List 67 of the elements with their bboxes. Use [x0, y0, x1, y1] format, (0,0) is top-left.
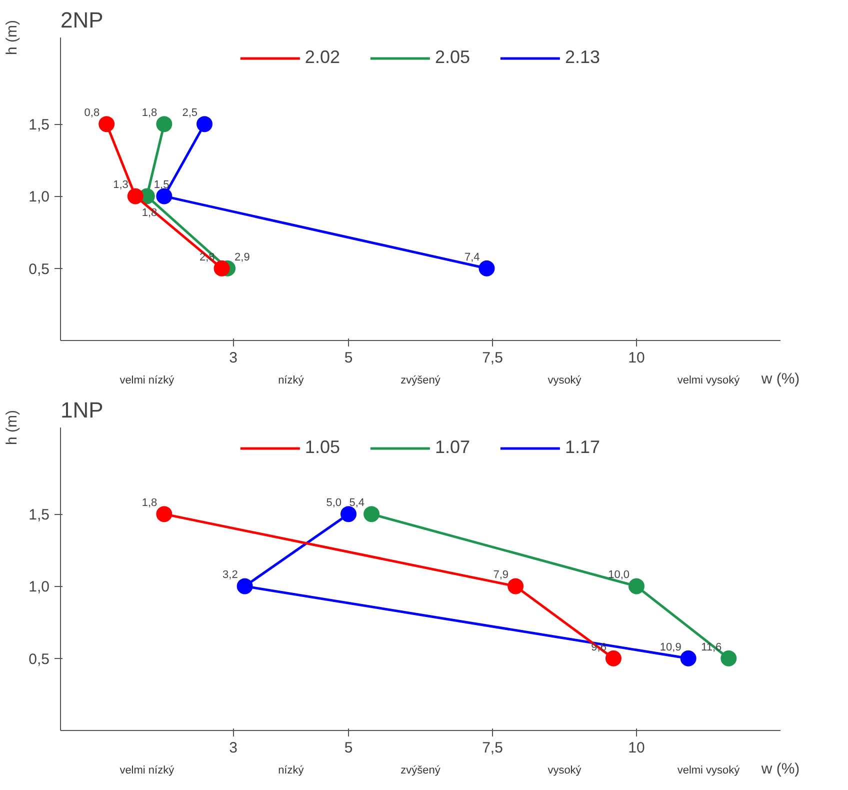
x-tick-label: 10 — [628, 350, 645, 366]
y-tick-label: 1,5 — [28, 116, 50, 134]
x-tick-label: 3 — [229, 350, 238, 366]
chart-title: 1NP — [60, 398, 104, 422]
y-tick-label: 1,5 — [28, 506, 50, 524]
x-axis-title: w (%) — [760, 760, 800, 778]
point — [508, 578, 524, 594]
annotation: 2,9 — [234, 251, 250, 264]
point — [478, 260, 495, 276]
text: vysoký — [548, 374, 582, 386]
annotation: 2,5 — [182, 107, 198, 120]
text: velmi nízký — [120, 374, 175, 386]
text: vysoký — [548, 764, 582, 776]
annotation: 1,8 — [142, 207, 158, 220]
x-tick-label: 7,5 — [482, 350, 503, 366]
annotation: 1,5 — [154, 179, 170, 192]
legend-label: 1.17 — [565, 437, 600, 458]
x-tick-label: 7,5 — [482, 740, 503, 756]
x-tick-label: 10 — [628, 740, 645, 756]
y-tick-label: 1,0 — [28, 578, 50, 596]
text: zvýšený — [400, 764, 441, 776]
annotation: 7,4 — [464, 251, 480, 264]
text: nízký — [278, 374, 304, 386]
annotation: 10,9 — [660, 641, 682, 654]
annotation: 5,0 — [326, 497, 342, 510]
point — [605, 650, 622, 666]
annotation: 1,3 — [113, 179, 128, 192]
legend-label: 2.02 — [304, 47, 340, 68]
point — [236, 578, 253, 594]
point — [156, 506, 172, 522]
x-tick-label: 3 — [229, 740, 238, 756]
legend-label: 2.13 — [565, 47, 600, 68]
point — [720, 650, 737, 666]
text: velmi vysoký — [677, 374, 740, 386]
text: velmi nízký — [120, 764, 175, 776]
point — [214, 260, 230, 276]
point — [196, 116, 212, 132]
annotation: 3,2 — [222, 569, 238, 582]
text: velmi vysoký — [677, 764, 740, 776]
chart-title: 2NP — [60, 8, 104, 32]
y-axis-title: h (m) — [4, 410, 21, 445]
annotation: 7,9 — [493, 569, 509, 582]
point — [628, 578, 644, 594]
point — [680, 650, 696, 666]
point — [127, 188, 144, 204]
x-axis-title: w (%) — [760, 370, 800, 388]
point — [364, 506, 380, 522]
y-axis-title: h (m) — [4, 20, 21, 55]
point — [156, 116, 172, 132]
x-tick-label: 5 — [344, 350, 353, 366]
text: nízký — [278, 764, 304, 776]
text: zvýšený — [400, 374, 441, 386]
annotation: 0,8 — [84, 107, 100, 120]
legend-label: 1.07 — [434, 437, 470, 458]
annotation: 1,8 — [142, 497, 158, 510]
point — [156, 188, 172, 204]
annotation: 10,0 — [608, 569, 630, 582]
annotation: 1,8 — [142, 107, 158, 120]
y-tick-label: 0,5 — [28, 260, 50, 278]
point — [98, 116, 115, 132]
legend-label: 2.05 — [434, 47, 470, 68]
y-tick-label: 1,0 — [28, 188, 50, 206]
legend-label: 1.05 — [304, 437, 340, 458]
annotation: 5,4 — [349, 497, 365, 510]
point — [340, 506, 356, 522]
y-tick-label: 0,5 — [28, 650, 50, 668]
x-tick-label: 5 — [344, 740, 353, 756]
